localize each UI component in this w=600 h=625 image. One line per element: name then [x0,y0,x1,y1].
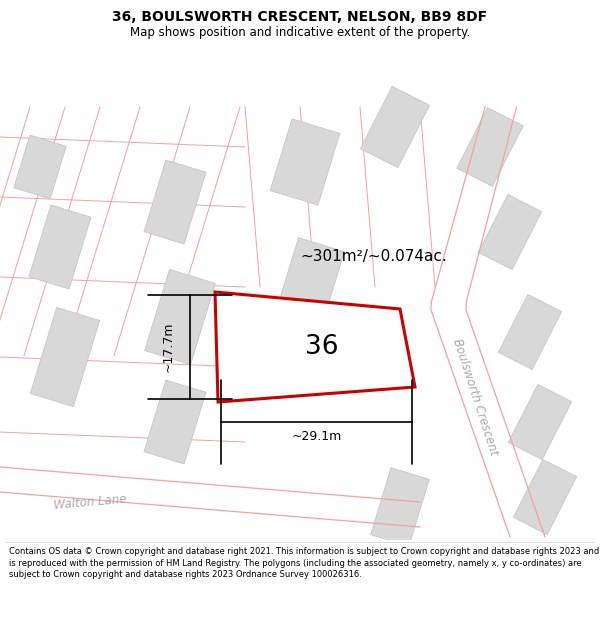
Polygon shape [361,86,430,168]
Text: ~301m²/~0.074ac.: ~301m²/~0.074ac. [300,249,447,264]
Polygon shape [275,238,344,326]
Polygon shape [499,294,562,369]
Text: Contains OS data © Crown copyright and database right 2021. This information is : Contains OS data © Crown copyright and d… [9,547,599,579]
Polygon shape [215,292,415,402]
Polygon shape [478,194,542,269]
Polygon shape [31,308,100,407]
Text: Map shows position and indicative extent of the property.: Map shows position and indicative extent… [130,26,470,39]
Text: 36: 36 [305,334,339,361]
Text: 36, BOULSWORTH CRESCENT, NELSON, BB9 8DF: 36, BOULSWORTH CRESCENT, NELSON, BB9 8DF [112,11,488,24]
Polygon shape [144,380,206,464]
Polygon shape [14,135,66,199]
Polygon shape [270,119,340,205]
Polygon shape [145,269,215,364]
Polygon shape [29,205,91,289]
Text: ~29.1m: ~29.1m [292,429,341,442]
Text: ~17.7m: ~17.7m [161,322,175,372]
Polygon shape [431,107,545,537]
Text: Walton Lane: Walton Lane [53,492,127,512]
Polygon shape [514,459,577,534]
Polygon shape [144,160,206,244]
Text: Boulsworth Crescent: Boulsworth Crescent [450,337,500,457]
Polygon shape [457,107,523,186]
Polygon shape [371,468,430,546]
Polygon shape [508,384,572,459]
